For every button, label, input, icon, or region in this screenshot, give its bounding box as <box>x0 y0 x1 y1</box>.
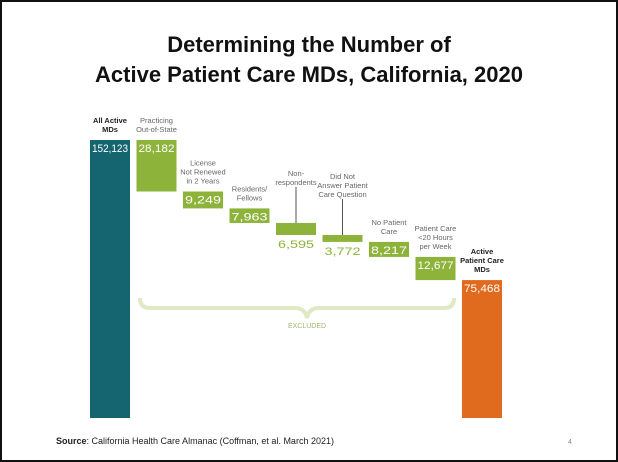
category-label: No Patient <box>371 218 407 227</box>
category-label: in 2 Years <box>187 176 220 185</box>
bar <box>136 140 177 192</box>
category-label: Not Renewed <box>180 167 225 176</box>
category-label: Active <box>471 247 494 256</box>
value-label: 3,772 <box>325 246 361 258</box>
title-line: Active Patient Care MDs, California, 202… <box>95 62 523 87</box>
annotation: EXCLUDED <box>288 323 326 330</box>
bar <box>369 241 409 257</box>
category-label: <20 Hours <box>418 233 453 242</box>
category-label: Patient Care <box>460 256 504 265</box>
category-label: Did Not <box>330 172 356 181</box>
category-label: Practicing <box>140 116 173 125</box>
category-label: Fellows <box>237 193 263 202</box>
category-label: MDs <box>474 265 490 274</box>
bar <box>90 140 130 418</box>
category-label: License <box>190 158 216 167</box>
category-label: Residents/ <box>232 184 268 193</box>
category-label: All Active <box>93 116 127 125</box>
category-label: Care <box>381 227 397 236</box>
category-label: Answer Patient <box>317 181 368 190</box>
value-label: 75,468 <box>464 283 500 295</box>
category-label: Patient Care <box>415 224 457 233</box>
category-label: Non- <box>288 169 305 178</box>
bar <box>462 280 502 418</box>
category-label: respondents <box>275 178 317 187</box>
bar <box>322 235 363 242</box>
value-label: 8,217 <box>371 245 407 257</box>
category-label: MDs <box>102 125 118 134</box>
value-label: 9,249 <box>185 194 221 206</box>
bar <box>183 191 223 209</box>
source: Source: California Health Care Almanac (… <box>56 436 334 446</box>
category-label: Out-of-State <box>136 125 177 134</box>
value-label: 28,182 <box>139 143 175 155</box>
bar <box>229 208 270 223</box>
source-text: : California Health Care Almanac (Coffma… <box>87 436 334 446</box>
page-number: 4 <box>568 439 572 446</box>
category-label: per Week <box>420 242 452 251</box>
category-label: Care Question <box>318 190 366 199</box>
source-label: Source <box>56 436 87 446</box>
value-label: 12,677 <box>418 260 454 272</box>
value-label: 152,123 <box>92 143 128 155</box>
title-line: Determining the Number of <box>167 32 451 57</box>
excluded-brace <box>138 297 456 319</box>
bar <box>415 256 456 281</box>
bar <box>276 222 316 236</box>
value-label: 7,963 <box>232 211 268 223</box>
value-label: 6,595 <box>278 239 314 251</box>
